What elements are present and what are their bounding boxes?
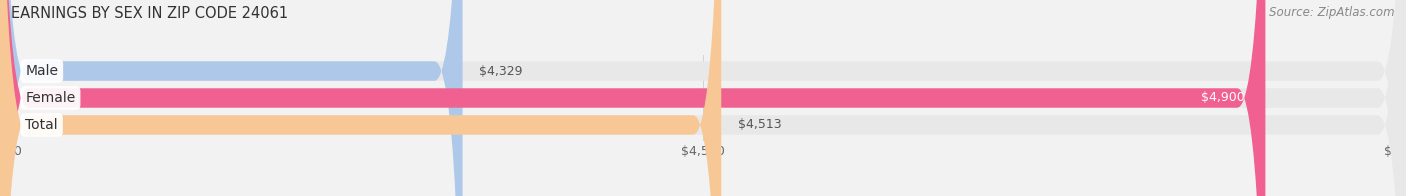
Text: $4,329: $4,329 bbox=[479, 64, 523, 78]
Text: Total: Total bbox=[25, 118, 58, 132]
FancyBboxPatch shape bbox=[0, 0, 721, 196]
Text: Female: Female bbox=[25, 91, 76, 105]
Text: EARNINGS BY SEX IN ZIP CODE 24061: EARNINGS BY SEX IN ZIP CODE 24061 bbox=[11, 6, 288, 21]
Text: Source: ZipAtlas.com: Source: ZipAtlas.com bbox=[1270, 6, 1395, 19]
Text: $4,900: $4,900 bbox=[1201, 92, 1244, 104]
Text: Male: Male bbox=[25, 64, 58, 78]
FancyBboxPatch shape bbox=[0, 0, 1265, 196]
Text: $4,513: $4,513 bbox=[738, 118, 782, 132]
FancyBboxPatch shape bbox=[0, 0, 463, 196]
